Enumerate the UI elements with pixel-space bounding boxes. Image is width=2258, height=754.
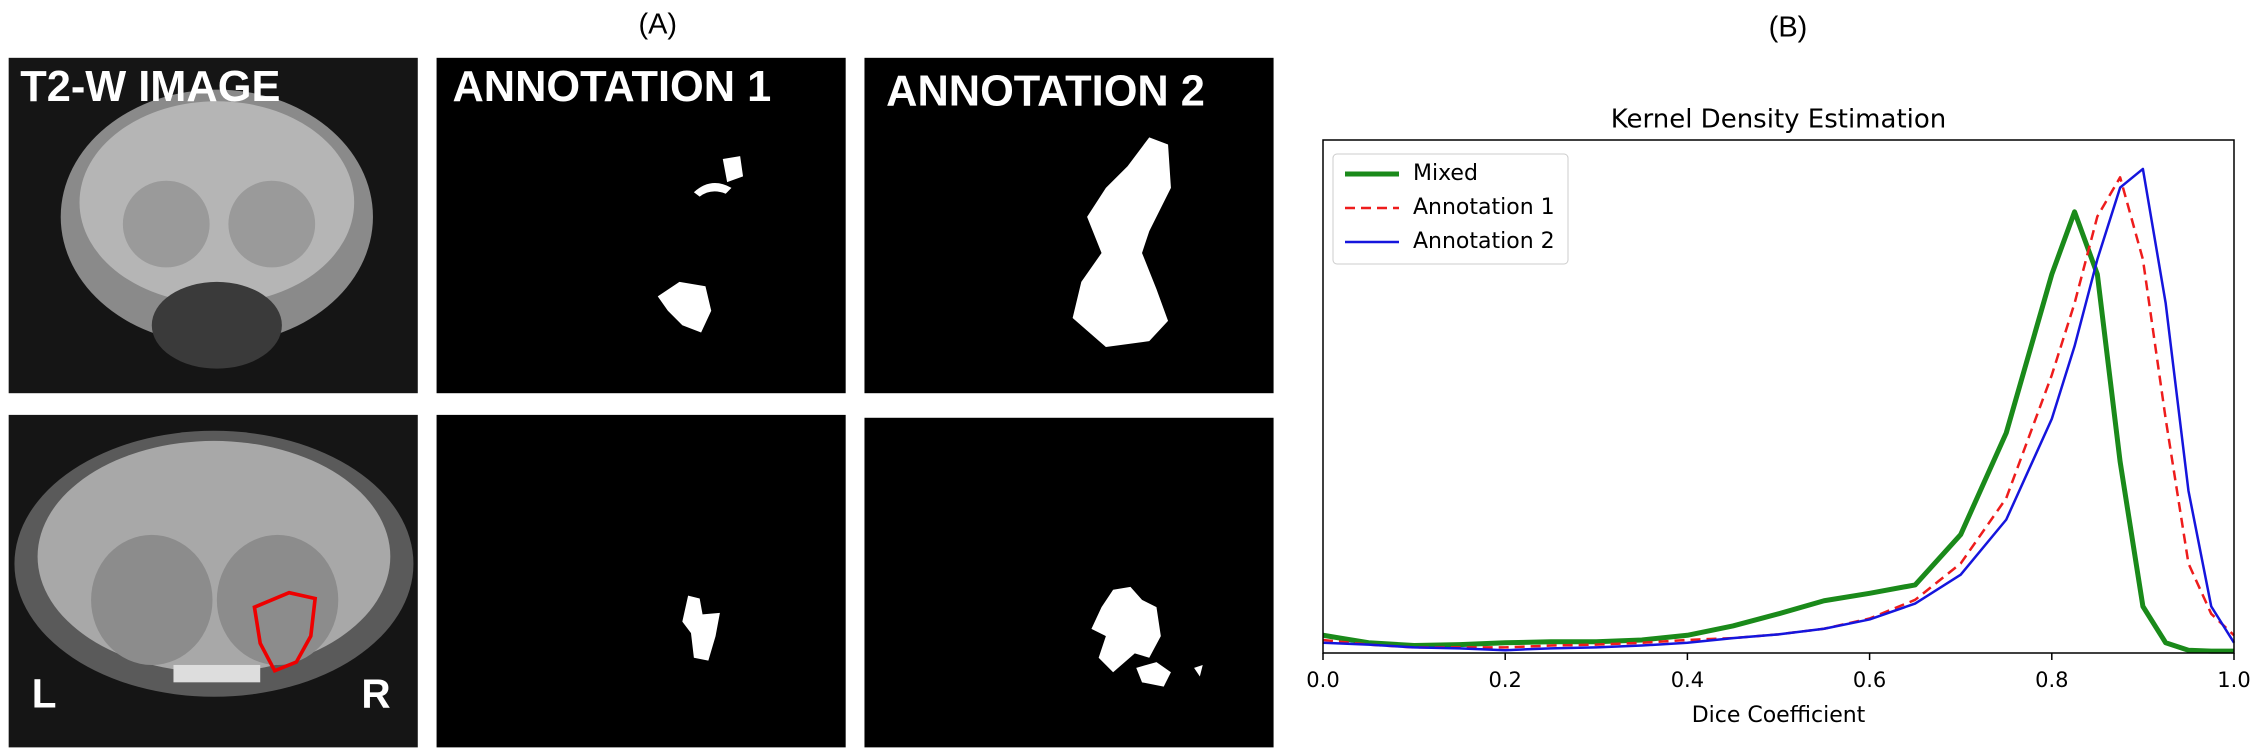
- brain: [91, 534, 213, 665]
- mask: [1091, 586, 1203, 687]
- line: [1322, 167, 2236, 652]
- panel-label: (A): [638, 9, 677, 41]
- x-tick-label: 0.4: [1671, 668, 1704, 692]
- x-tick-label: 0.8: [2035, 668, 2068, 692]
- mask-image: [864, 417, 1274, 748]
- mask-image: [864, 57, 1274, 394]
- line: [1322, 209, 2234, 654]
- brain: [79, 101, 355, 304]
- mask-image: [436, 414, 846, 748]
- mask-image: [436, 57, 846, 394]
- panel-label: (B): [1769, 12, 1808, 44]
- mask: [657, 156, 744, 333]
- chart: Kernel Density Estimation Dice Coefficien…: [1306, 105, 2250, 729]
- column-label: ANNOTATION 1: [452, 63, 771, 111]
- lesion-outline: [252, 590, 318, 674]
- legend-label: Annotation 1: [1413, 195, 1555, 220]
- legend-label: Annotation 2: [1413, 229, 1555, 254]
- mask: [682, 595, 720, 661]
- brain: [122, 180, 210, 268]
- brain: [151, 281, 282, 369]
- brain: [228, 180, 316, 268]
- x-tick-label: 0.6: [1853, 668, 1886, 692]
- chart-title: Kernel Density Estimation: [1611, 105, 1947, 135]
- brain: [173, 664, 261, 683]
- orientation-label: R: [361, 670, 390, 716]
- column-label: ANNOTATION 2: [886, 67, 1205, 115]
- legend-box: [1332, 153, 1569, 265]
- plot-frame: [1322, 139, 2235, 654]
- x-axis-label: Dice Coefficient: [1692, 703, 1866, 728]
- brain: [37, 440, 391, 673]
- x-tick-label: 0.2: [1488, 668, 1521, 692]
- panel-a: (A) T2-W IMAGE ANNOTATION 1 ANNOTATION 2…: [8, 9, 1274, 748]
- x-tick-label: 1.0: [2217, 668, 2250, 692]
- orientation-label: L: [32, 670, 57, 716]
- column-label: T2-W IMAGE: [20, 63, 280, 111]
- x-tick-label: 0.0: [1306, 668, 1339, 692]
- legend-label: Mixed: [1413, 161, 1478, 186]
- brain: [216, 534, 339, 665]
- mask: [1072, 137, 1171, 347]
